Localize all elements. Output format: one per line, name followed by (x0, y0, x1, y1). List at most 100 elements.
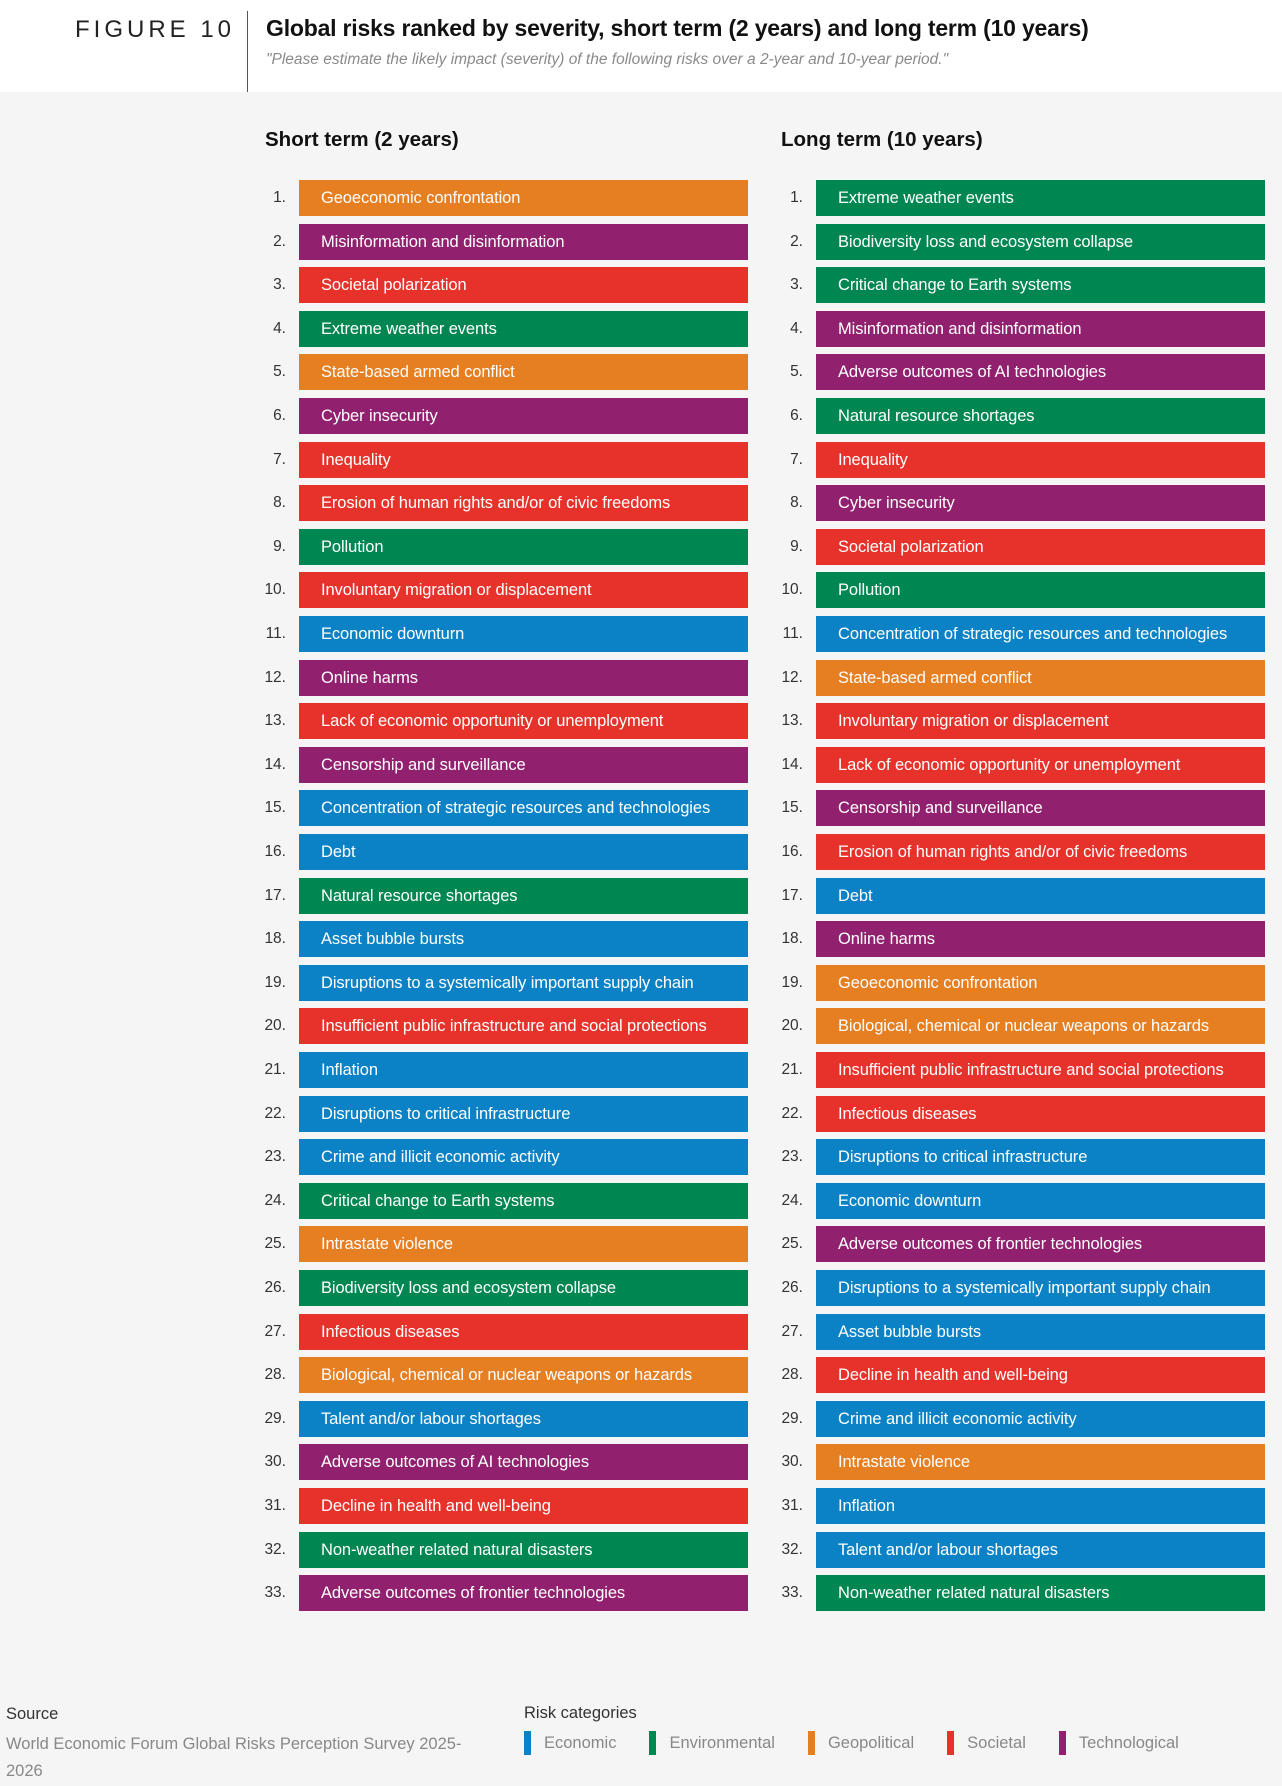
risk-bar-technological: Adverse outcomes of frontier technologie… (816, 1226, 1265, 1263)
ranking-row: 32. Talent and/or labour shortages (779, 1531, 1282, 1568)
risk-bar-societal: Inequality (299, 441, 748, 478)
ranking-row: 13. Lack of economic opportunity or unemp… (262, 703, 782, 740)
risk-bar-geopolitical: Intrastate violence (816, 1444, 1265, 1481)
ranking-row: 16. Debt (262, 834, 782, 870)
risk-bar-geopolitical: State-based armed conflict (299, 354, 748, 391)
ranking-row: 5. State-based armed conflict (262, 354, 782, 391)
header-divider (247, 11, 248, 92)
legend-label: Geopolitical (827, 1733, 915, 1752)
rank-number: 33. (264, 1584, 286, 1602)
ranking-row: 29. Talent and/or labour shortages (262, 1400, 782, 1437)
ranking-row: 7. Inequality (262, 441, 782, 478)
ranking-row: 7. Inequality (779, 441, 1282, 478)
rank-number: 13. (781, 712, 803, 730)
long-term-column-title: Long term (10 years) (781, 128, 983, 151)
risk-bar-technological: Censorship and surveillance (299, 746, 748, 783)
risk-bar-technological: Adverse outcomes of frontier technologie… (299, 1575, 748, 1612)
ranking-row: 17. Natural resource shortages (262, 877, 782, 914)
rank-number: 25. (781, 1235, 803, 1253)
ranking-row: 15. Concentration of strategic resources … (262, 790, 782, 827)
risk-bar-societal: Involuntary migration or displacement (299, 572, 748, 609)
legend-label: Environmental (669, 1733, 775, 1752)
rank-number: 24. (781, 1191, 803, 1209)
rank-number: 28. (781, 1366, 803, 1384)
source-label: Source (6, 1705, 59, 1723)
ranking-row: 24. Economic downturn (779, 1182, 1282, 1219)
ranking-row: 19. Geoeconomic confrontation (779, 964, 1282, 1001)
risk-bar-societal: Infectious diseases (299, 1313, 748, 1350)
ranking-row: 3. Societal polarization (262, 267, 782, 304)
risk-bar-economic: Concentration of strategic resources and… (816, 616, 1265, 652)
ranking-row: 1. Geoeconomic confrontation (262, 180, 782, 216)
risk-bar-economic: Economic downturn (816, 1182, 1265, 1219)
ranking-row: 9. Societal polarization (779, 528, 1282, 565)
risk-bar-economic: Talent and/or labour shortages (816, 1531, 1265, 1568)
legend-swatch-icon (524, 1731, 531, 1755)
ranking-row: 27. Asset bubble bursts (779, 1313, 1282, 1350)
ranking-row: 22. Disruptions to critical infrastructur… (262, 1095, 782, 1132)
ranking-row: 21. Insufficient public infrastructure an… (779, 1052, 1282, 1088)
rank-number: 26. (264, 1279, 286, 1296)
risk-bar-technological: Misinformation and disinformation (816, 310, 1265, 347)
risk-bar-societal: Decline in health and well-being (816, 1357, 1265, 1394)
ranking-row: 2. Misinformation and disinformation (262, 223, 782, 260)
rank-number: 13. (264, 712, 286, 730)
rank-number: 22. (781, 1104, 803, 1122)
rank-number: 30. (781, 1453, 803, 1471)
rank-number: 12. (781, 668, 803, 686)
risk-bar-technological: Cyber insecurity (299, 398, 748, 434)
rank-number: 7. (790, 450, 803, 468)
risk-bar-technological: Adverse outcomes of AI technologies (816, 354, 1265, 391)
rank-number: 23. (781, 1148, 803, 1166)
risk-bar-economic: Disruptions to a systemically important … (299, 964, 748, 1001)
legend-label: Technological (1078, 1733, 1179, 1752)
risk-bar-environmental: Biodiversity loss and ecosystem collapse (816, 223, 1265, 260)
ranking-row: 23. Crime and illicit economic activity (262, 1139, 782, 1176)
rank-number: 18. (264, 930, 286, 948)
ranking-row: 8. Erosion of human rights and/or of civi… (262, 485, 782, 522)
risk-bar-technological: Online harms (299, 659, 748, 696)
ranking-row: 21. Inflation (262, 1052, 782, 1088)
rank-number: 15. (781, 799, 803, 817)
ranking-row: 18. Asset bubble bursts (262, 921, 782, 958)
ranking-row: 19. Disruptions to a systemically importa… (262, 964, 782, 1001)
risk-bar-environmental: Natural resource shortages (299, 877, 748, 914)
ranking-row: 1. Extreme weather events (779, 180, 1282, 216)
rank-number: 28. (264, 1366, 286, 1384)
rank-number: 20. (781, 1017, 803, 1035)
risk-bar-environmental: Non-weather related natural disasters (816, 1575, 1265, 1612)
risk-bar-economic: Disruptions to a systemically important … (816, 1270, 1265, 1306)
risk-bar-economic: Debt (816, 877, 1265, 914)
risk-bar-environmental: Pollution (816, 572, 1265, 609)
risk-bar-environmental: Natural resource shortages (816, 398, 1265, 434)
figure-label: FIGURE 10 (75, 16, 236, 43)
ranking-row: 4. Misinformation and disinformation (779, 310, 1282, 347)
ranking-row: 16. Erosion of human rights and/or of civ… (779, 834, 1282, 870)
source-text: World Economic Forum Global Risks Percep… (6, 1735, 462, 1780)
ranking-row: 30. Adverse outcomes of AI technologies (262, 1444, 782, 1481)
ranking-row: 31. Decline in health and well-being (262, 1488, 782, 1524)
rank-number: 27. (781, 1322, 803, 1340)
rank-number: 10. (264, 581, 286, 599)
rank-number: 9. (790, 537, 803, 555)
ranking-row: 26. Disruptions to a systemically importa… (779, 1270, 1282, 1306)
rank-number: 22. (264, 1104, 286, 1122)
ranking-row: 12. State-based armed conflict (779, 659, 1282, 696)
rank-number: 26. (781, 1279, 803, 1296)
risk-bar-economic: Asset bubble bursts (299, 921, 748, 958)
risk-bar-environmental: Extreme weather events (299, 310, 748, 347)
ranking-row: 33. Adverse outcomes of frontier technolo… (262, 1575, 782, 1612)
legend-title: Risk categories (524, 1704, 637, 1722)
rank-number: 10. (781, 581, 803, 599)
rank-number: 30. (264, 1453, 286, 1471)
rank-number: 15. (264, 799, 286, 817)
ranking-row: 25. Adverse outcomes of frontier technolo… (779, 1226, 1282, 1263)
rank-number: 11. (265, 625, 286, 642)
ranking-row: 22. Infectious diseases (779, 1095, 1282, 1132)
rank-number: 2. (790, 232, 803, 250)
risk-bar-economic: Economic downturn (299, 616, 748, 652)
rank-number: 29. (781, 1409, 803, 1427)
short-term-column-title: Short term (2 years) (265, 128, 459, 151)
rank-number: 16. (264, 843, 286, 860)
risk-bar-economic: Inflation (299, 1052, 748, 1088)
